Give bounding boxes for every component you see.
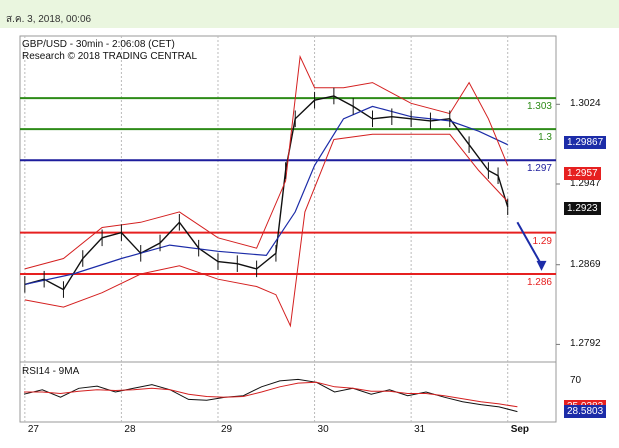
price-tag: 1.29867 [564, 135, 607, 149]
price-tag: 1.2957 [564, 166, 601, 180]
x-tick-label: Sep [510, 424, 530, 435]
chart-title: GBP/USD - 30min - 2:06:08 (CET) [22, 39, 175, 50]
x-tick-label: 29 [220, 424, 233, 435]
series-close [24, 95, 509, 291]
rsi-title: RSI14 - 9MA [22, 366, 80, 377]
level-label: 1.3 [538, 132, 552, 144]
x-tick-label: 27 [27, 424, 39, 435]
level-label: 1.29 [532, 235, 552, 247]
price-tag: 1.2923 [564, 201, 601, 215]
series-band-lower [24, 133, 509, 328]
y-tick-label: 1.2947 [570, 177, 601, 189]
y-tick-label: 1.3024 [570, 98, 601, 110]
rsi-panel-frame [19, 361, 557, 423]
header-date: ส.ค. 3, 2018, 00:06 [6, 14, 92, 25]
x-tick-label: 28 [124, 424, 136, 435]
series-band-upper [24, 54, 509, 270]
series-ma [24, 105, 508, 285]
y-tick-label: 1.2792 [570, 338, 601, 350]
header-bar: ส.ค. 3, 2018, 00:06 [0, 0, 619, 28]
x-tick-label: 31 [414, 424, 426, 435]
rsi-tag: 28.5803 [564, 404, 607, 418]
level-label: 1.297 [526, 163, 552, 175]
level-label: 1.286 [526, 277, 552, 289]
projection-arrow-line [516, 221, 543, 266]
level-label: 1.303 [526, 101, 552, 113]
projection-arrow-head [536, 260, 547, 271]
x-tick-label: 30 [317, 424, 329, 435]
y-tick-label: 1.2869 [570, 258, 601, 270]
rsi-ma9-line [24, 381, 518, 408]
price-panel-frame [19, 35, 557, 363]
rsi-tick-label: 70 [570, 374, 582, 386]
chart-subtitle: Research © 2018 TRADING CENTRAL [22, 51, 198, 62]
